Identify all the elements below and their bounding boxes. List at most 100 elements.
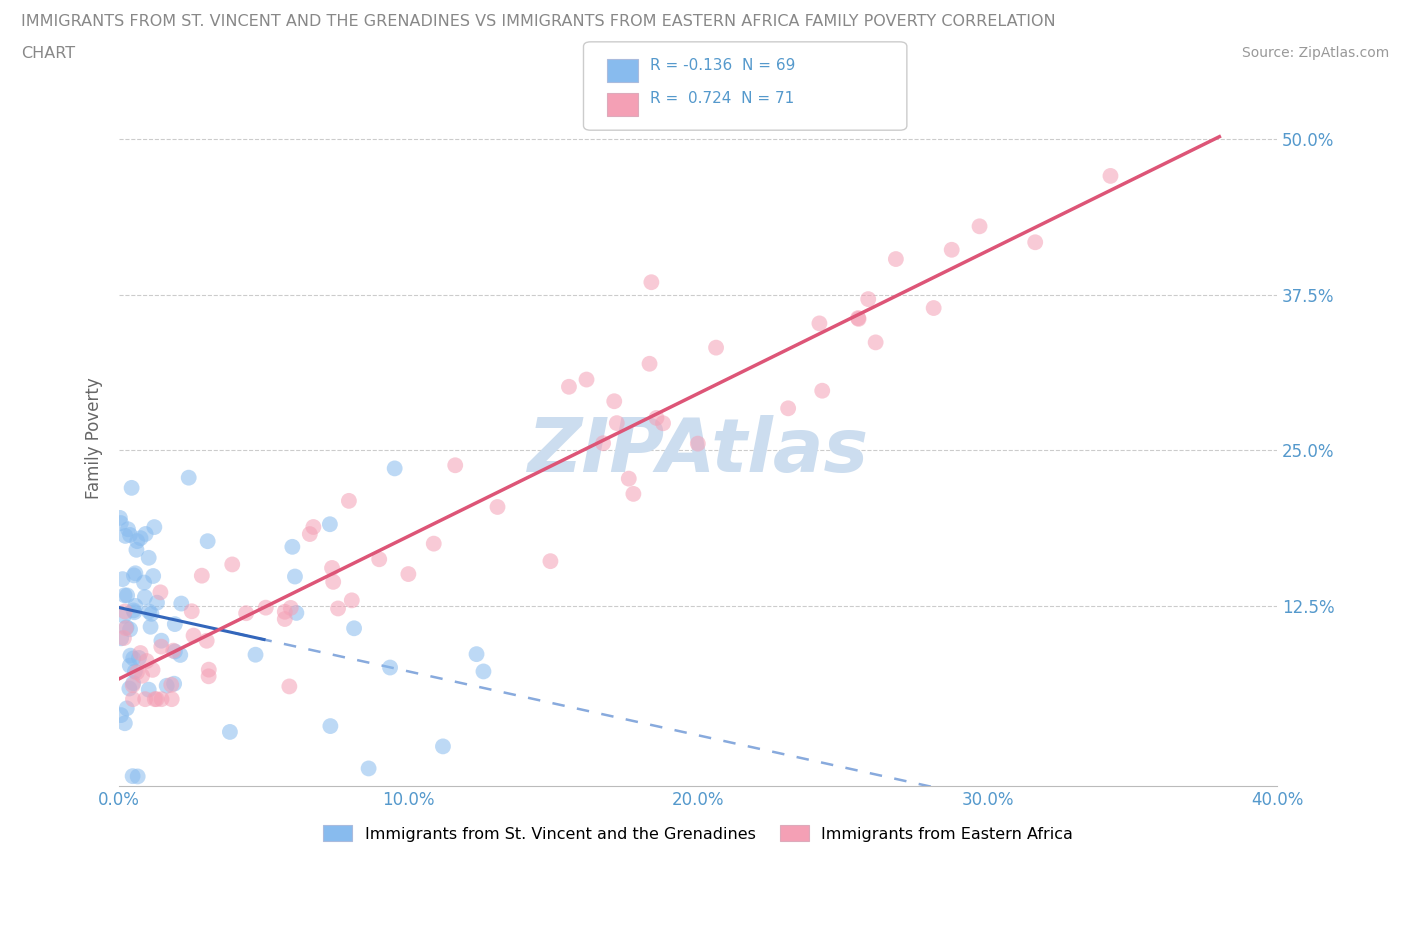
Point [465,646,488,661]
Point [197,534,219,549]
Point [111,572,134,587]
Point [118,527,141,542]
Point [160,677,183,692]
Point [110,708,132,723]
Point [378,660,401,675]
Point [858,292,880,307]
Point [149,585,172,600]
Point [191,568,214,583]
Point [142,662,165,677]
Point [139,619,162,634]
Point [621,486,644,501]
Point [114,528,136,543]
Point [472,664,495,679]
Point [163,644,186,658]
Point [652,416,675,431]
Point [848,312,870,326]
Text: IMMIGRANTS FROM ST. VINCENT AND THE GRENADINES VS IMMIGRANTS FROM EASTERN AFRICA: IMMIGRANTS FROM ST. VINCENT AND THE GREN… [21,14,1056,29]
Point [969,219,991,233]
Point [134,692,156,707]
Point [127,769,149,784]
Point [302,520,325,535]
Point [132,575,155,590]
Point [686,436,709,451]
Point [326,601,349,616]
Point [278,679,301,694]
Point [163,617,186,631]
Point [280,601,302,616]
Point [114,604,136,618]
Point [592,436,614,451]
Point [603,393,626,408]
Point [884,252,907,267]
Point [124,598,146,613]
Point [422,537,444,551]
Point [197,662,219,677]
Point [235,605,257,620]
Point [922,300,945,315]
Point [122,651,145,666]
Point [321,561,343,576]
Text: R =  0.724  N = 71: R = 0.724 N = 71 [650,91,794,106]
Point [319,517,342,532]
Point [122,568,145,583]
Point [124,565,146,580]
Point [124,664,146,679]
Point [160,692,183,707]
Point [444,458,467,472]
Text: CHART: CHART [21,46,75,60]
Point [138,683,160,698]
Point [281,539,304,554]
Point [138,604,160,619]
Point [183,628,205,643]
Point [142,568,165,583]
Point [254,600,277,615]
Point [340,593,363,608]
Point [704,340,727,355]
Point [285,605,308,620]
Legend: Immigrants from St. Vincent and the Grenadines, Immigrants from Eastern Africa: Immigrants from St. Vincent and the Gren… [316,818,1080,848]
Point [322,575,344,590]
Point [118,658,141,673]
Point [1099,168,1122,183]
Point [117,522,139,537]
Point [141,606,163,621]
Point [110,631,132,645]
Point [112,631,135,645]
Point [163,676,186,691]
Point [1024,234,1046,249]
Text: ZIPAtlas: ZIPAtlas [527,416,869,488]
Point [110,515,132,530]
Point [150,692,173,707]
Point [115,701,138,716]
Text: R = -0.136  N = 69: R = -0.136 N = 69 [650,58,794,73]
Point [337,494,360,509]
Point [108,511,131,525]
Point [121,481,143,496]
Point [125,665,148,680]
Point [558,379,581,394]
Point [374,787,396,802]
Point [396,566,419,581]
Point [368,551,391,566]
Point [638,356,661,371]
Point [121,769,143,784]
Point [197,669,219,684]
Point [811,383,834,398]
Point [941,243,963,258]
Point [150,633,173,648]
Point [122,603,145,618]
Point [865,335,887,350]
Point [538,553,561,568]
Point [162,644,184,658]
Point [319,719,342,734]
Point [129,531,152,546]
Point [150,639,173,654]
Point [221,557,243,572]
Point [219,724,242,739]
Point [145,692,167,707]
Point [245,647,267,662]
Point [115,620,138,635]
Point [778,401,800,416]
Point [486,499,509,514]
